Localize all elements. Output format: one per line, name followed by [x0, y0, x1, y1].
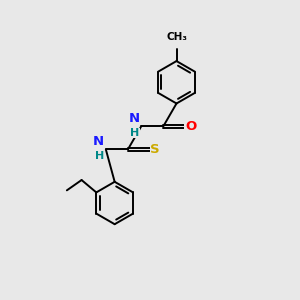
Text: S: S	[151, 143, 160, 156]
Text: O: O	[185, 120, 196, 133]
Text: H: H	[130, 128, 140, 138]
Text: H: H	[95, 151, 104, 161]
Text: N: N	[93, 135, 104, 148]
Text: N: N	[129, 112, 140, 125]
Text: CH₃: CH₃	[166, 32, 187, 42]
